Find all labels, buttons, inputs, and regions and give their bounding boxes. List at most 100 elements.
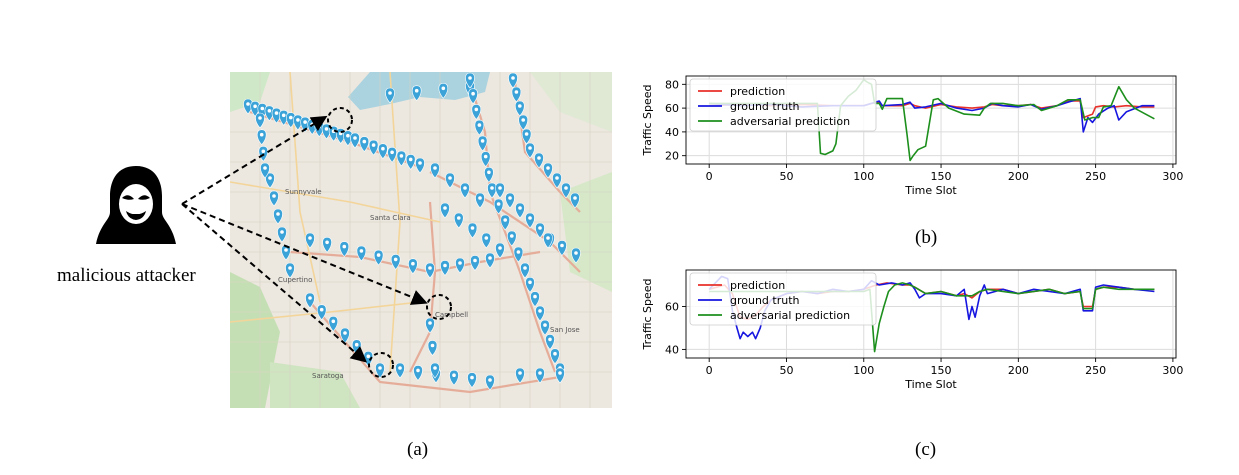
x-tick-label: 250: [1085, 364, 1106, 377]
location-pin-icon: [557, 240, 567, 256]
location-pin-icon: [269, 190, 279, 207]
location-pin-icon: [540, 319, 550, 336]
target-circle: [327, 107, 353, 133]
location-pin-icon: [525, 277, 535, 293]
location-pin-icon: [474, 119, 485, 136]
location-pin-icon: [395, 362, 405, 379]
caption-b: (b): [915, 227, 938, 248]
location-pin-icon: [256, 129, 267, 146]
location-pin-icon: [535, 222, 545, 239]
location-pin-icon: [500, 214, 510, 231]
location-pin-icon: [250, 100, 260, 117]
location-pin-icon: [534, 152, 544, 169]
location-pin-icon: [413, 365, 423, 381]
location-pin-icon: [387, 147, 397, 163]
location-pin-icon: [518, 114, 528, 131]
x-tick-label: 200: [1008, 170, 1029, 183]
chart-legend: prediction ground truth adversarial predic…: [689, 78, 877, 132]
location-pin-icon: [477, 135, 488, 152]
map-label-1: Santa Clara: [370, 214, 411, 222]
y-tick-label: 80: [665, 78, 679, 91]
location-pin-icon: [339, 241, 350, 258]
series-line-2: [709, 282, 1155, 353]
x-axis-label: Time Slot: [904, 184, 957, 197]
x-tick-label: 200: [1008, 364, 1029, 377]
location-pin-icon: [255, 112, 265, 129]
location-pin-icon: [368, 139, 379, 156]
location-pin-icon: [411, 85, 422, 102]
location-pin-icon: [484, 167, 494, 183]
location-pin-icon: [316, 304, 327, 321]
attack-arrow: [181, 203, 368, 363]
x-tick-label: 150: [931, 170, 952, 183]
attacker-label: malicious attacker: [57, 265, 196, 286]
location-pin-icon: [265, 172, 275, 189]
location-pin-icon: [530, 291, 540, 308]
location-pin-icon: [281, 244, 291, 261]
location-pin-icon: [343, 130, 353, 147]
y-tick-label: 60: [665, 102, 679, 115]
caption-a: (a): [407, 439, 429, 460]
location-pin-icon: [445, 172, 455, 189]
location-pin-icon: [505, 192, 515, 209]
map-canvas: Sunnyvale Santa Clara Cupertino Campbell…: [230, 72, 612, 408]
x-axis-label: Time Slot: [904, 378, 957, 391]
location-pin-icon: [485, 374, 495, 391]
location-pin-icon: [440, 260, 450, 276]
map-label-3: Campbell: [435, 311, 468, 319]
location-pin-icon: [493, 198, 504, 215]
location-pin-icon: [359, 136, 370, 153]
location-pin-icon: [495, 182, 505, 199]
location-pin-icon: [425, 317, 435, 334]
x-tick-label: 0: [706, 364, 713, 377]
y-axis-label: Traffic Speed: [641, 278, 654, 350]
location-pin-icon: [340, 327, 350, 344]
location-pin-icon: [438, 82, 449, 99]
map-label-4: Saratoga: [312, 372, 344, 380]
location-pin-icon: [571, 247, 581, 264]
location-pin-icon: [555, 367, 565, 384]
location-pin-icon: [543, 162, 553, 179]
location-pin-icon: [260, 162, 270, 179]
location-pin-icon: [278, 109, 289, 126]
attack-arrow: [181, 203, 428, 305]
location-pin-icon: [495, 242, 505, 259]
location-pin-icon: [277, 226, 287, 243]
location-pin-icon: [455, 257, 465, 274]
location-pin-icon: [430, 162, 440, 179]
legend-label: prediction: [730, 85, 785, 98]
chart-legend: prediction ground truth adversarial predic…: [689, 272, 877, 326]
location-pin-icon: [273, 208, 283, 225]
sensor-markers: [243, 72, 581, 391]
location-pin-icon: [305, 292, 315, 309]
location-pin-icon: [322, 237, 332, 253]
location-pin-icon: [513, 246, 524, 263]
location-pin-icon: [515, 367, 525, 384]
legend-label: prediction: [730, 279, 785, 292]
location-pin-icon: [508, 72, 518, 89]
map-label-5: San Jose: [550, 326, 580, 334]
location-pin-icon: [425, 262, 435, 279]
location-pin-icon: [449, 369, 459, 386]
plot-frame: [685, 269, 1177, 359]
plot-frame: [685, 75, 1177, 165]
location-pin-icon: [467, 222, 478, 239]
location-pin-icon: [460, 182, 470, 199]
location-pin-icon: [543, 232, 553, 249]
x-tick-label: 300: [1162, 170, 1183, 183]
location-pin-icon: [305, 232, 315, 249]
location-pin-icon: [507, 230, 517, 247]
location-pin-icon: [271, 107, 282, 124]
location-pin-icon: [405, 154, 416, 170]
location-pin-icon: [378, 143, 388, 160]
location-pin-icon: [440, 202, 450, 219]
y-tick-label: 40: [665, 343, 679, 356]
location-pin-icon: [468, 88, 478, 105]
hacker-icon: [96, 166, 176, 244]
x-tick-label: 100: [853, 364, 874, 377]
x-tick-label: 100: [853, 170, 874, 183]
legend-label: ground truth: [730, 294, 800, 307]
legend-label: adversarial prediction: [730, 309, 850, 322]
location-pin-icon: [471, 104, 482, 120]
location-pin-icon: [465, 72, 475, 89]
